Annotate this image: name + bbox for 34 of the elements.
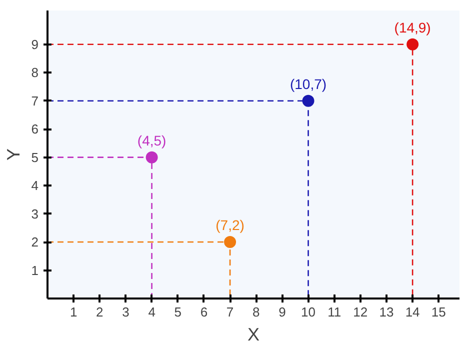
x-tick-label: 9 xyxy=(278,304,286,320)
x-tick-label: 4 xyxy=(148,304,156,320)
y-tick-label: 5 xyxy=(31,150,39,165)
x-tick-label: 8 xyxy=(252,304,260,320)
x-tick-label: 15 xyxy=(431,304,446,320)
y-axis-title: Y xyxy=(3,148,24,161)
x-tick-label: 11 xyxy=(328,304,342,320)
x-tick-label: 5 xyxy=(174,304,182,320)
x-tick-label: 12 xyxy=(353,304,368,320)
x-tick-label: 14 xyxy=(405,304,420,320)
point xyxy=(406,38,419,50)
annotation: (7,2) xyxy=(216,217,244,234)
annotation: (10,7) xyxy=(290,76,327,92)
x-tick-label: 10 xyxy=(301,304,316,320)
x-tick-label: 1 xyxy=(70,304,78,320)
y-tick-label: 4 xyxy=(31,178,39,194)
y-tick-label: 1 xyxy=(31,262,39,278)
y-tick-label: 9 xyxy=(31,36,39,52)
x-tick-label: 13 xyxy=(379,304,394,320)
point xyxy=(146,151,158,164)
x-tick-label: 3 xyxy=(122,304,130,320)
x-tick-label: 2 xyxy=(96,304,104,320)
y-tick-label: 6 xyxy=(31,122,39,137)
x-axis-title: X xyxy=(247,324,260,344)
y-tick-label: 2 xyxy=(31,234,39,250)
y-tick-label: 3 xyxy=(31,206,39,222)
annotation: (4,5) xyxy=(137,132,166,148)
point xyxy=(224,236,236,248)
x-tick-label: 7 xyxy=(226,304,234,320)
y-tick-label: 7 xyxy=(31,93,39,108)
annotation: (14,9) xyxy=(394,19,431,36)
point xyxy=(302,94,314,107)
y-tick-label: 8 xyxy=(31,65,39,80)
x-tick-label: 6 xyxy=(200,304,208,320)
